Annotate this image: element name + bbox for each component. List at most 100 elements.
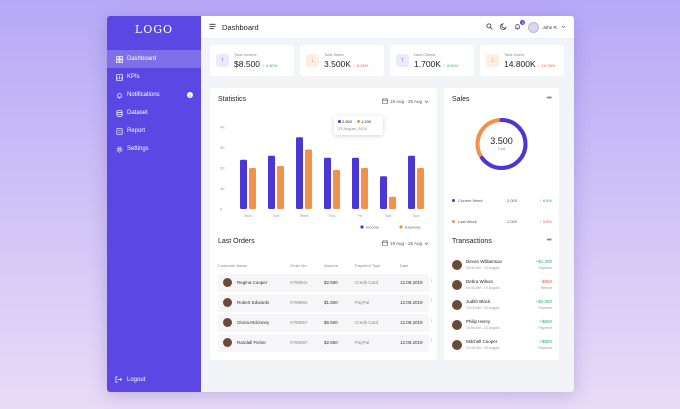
sidebar-item-report[interactable]: Report (107, 122, 201, 140)
order-amount: $2.850 (324, 340, 338, 345)
more-options-icon[interactable]: ••• (546, 95, 552, 102)
transaction-name: Mitchell Cooper (466, 339, 498, 344)
date-range-picker[interactable]: 19 Aug - 25 Aug (382, 98, 429, 105)
sidebar-item-label: KPIs (127, 74, 140, 80)
transaction-item[interactable]: Mitchell Cooper 12:45 AM - 25 August +$9… (452, 338, 552, 358)
transaction-amount: +$2.050 (535, 299, 552, 304)
card-change: 10.25% (541, 63, 556, 68)
bar-income-sun (408, 155, 415, 209)
tooltip-date: 23 August, 2024 (338, 126, 367, 131)
sales-row-change: ↑ 8.8% (539, 198, 552, 203)
sales-row-value: 2.000 (507, 198, 518, 203)
order-number: #790687 (290, 340, 308, 345)
payment-type: PayPal (355, 340, 370, 345)
table-row[interactable]: Regina Cooper #790841 $2.500 Credit Card… (218, 274, 434, 292)
card-label: New Clients (414, 52, 436, 57)
transaction-time: 09:45 AM - 19 August (466, 286, 500, 290)
donut-center: 3.500 Total (444, 136, 559, 151)
sidebar-item-notifications[interactable]: Notifications 1 (107, 86, 201, 104)
moon-icon[interactable] (500, 23, 508, 31)
transaction-item[interactable]: Judith Black 10:15 AM - 20 August +$2.05… (452, 298, 552, 318)
summary-card-total-sales: ↓ Total Sales 3.500K ↓ 5.28% (300, 45, 384, 76)
y-tick-label: 4K (220, 125, 225, 130)
y-tick-label: 1K (220, 186, 225, 191)
statistics-bar-chart: 0 1K 2K 3K 4K Mon Tue Wed Thu Fri Sat Sun Income Expe… (220, 125, 424, 230)
transaction-amount: +$900 (539, 339, 552, 344)
bar-income-thu (324, 157, 331, 209)
summary-card-new-clients: ↑ New Clients 1.700K ↑ 5.50% (390, 45, 474, 76)
logout-button[interactable]: Logout (115, 376, 145, 384)
table-row[interactable]: Robert Edwards #799894 $1.500 PayPal 12.… (218, 294, 434, 312)
order-date: 12.09.2019 (400, 320, 423, 325)
y-tick-label: 0 (220, 207, 223, 212)
notification-count: 2 (520, 20, 526, 25)
chart-icon (115, 73, 123, 81)
sidebar-item-settings[interactable]: Settings (107, 140, 201, 158)
transaction-item[interactable]: Debra Wilson 09:45 AM - 19 August -$850 … (452, 278, 552, 298)
user-menu[interactable]: John R. (528, 21, 566, 33)
panel-title: Last Orders (218, 238, 255, 245)
card-change: 5.28% (356, 63, 369, 68)
sidebar-item-label: Settings (127, 146, 149, 152)
x-tick-label: Wed (300, 213, 308, 218)
donut-segment-current-week (475, 118, 528, 170)
transaction-item[interactable]: Devon Williamson 08:00 AM - 19 August +$… (452, 258, 552, 278)
more-vertical-icon[interactable]: ⋮ (429, 318, 434, 323)
summary-card-total-users: ↓ Total Users 14.800K ↓ 10.25% (480, 45, 564, 76)
transaction-time: 10:50 AM - 23 August (466, 326, 500, 330)
logo: LOGO (134, 23, 174, 36)
card-label: Total Users (504, 52, 525, 57)
transaction-kind: Refund (540, 286, 552, 290)
sidebar-item-label: Notifications (127, 92, 160, 98)
sidebar-item-dashboard[interactable]: Dashboard (107, 50, 201, 68)
user-name: John R. (542, 24, 558, 30)
order-date: 12.09.2019 (400, 340, 423, 345)
bar-expense-wed (305, 149, 312, 209)
sales-row-change-value: 8.8% (542, 198, 552, 203)
card-change: 5.50% (446, 63, 459, 68)
table-row[interactable]: Randall Fisher #790687 $2.850 PayPal 12.… (218, 334, 434, 352)
card-change-up-icon: ↑ (442, 63, 445, 68)
more-options-icon[interactable]: ••• (546, 237, 552, 244)
menu-icon[interactable] (209, 23, 217, 31)
calendar-icon (382, 98, 388, 105)
transaction-time: 10:15 AM - 20 August (466, 306, 500, 310)
search-icon[interactable] (486, 23, 494, 31)
table-row[interactable]: Gloria Mckinney #790857 $5.600 Credit Ca… (218, 314, 434, 332)
payment-type: Credit Card (355, 320, 379, 325)
transaction-time: 08:00 AM - 19 August (466, 266, 500, 270)
bar-income-wed (296, 137, 303, 209)
sales-row-current-week: Current Week 2.000 ↑ 8.8% (452, 198, 552, 206)
column-header: Amount (324, 263, 338, 268)
sidebar-item-kpis[interactable]: KPIs (107, 68, 201, 86)
card-value: 14.800K (504, 59, 536, 69)
chevron-down-icon (424, 99, 429, 105)
sales-row-label: Current Week (458, 198, 483, 203)
more-vertical-icon[interactable]: ⋮ (429, 278, 434, 283)
bell-icon[interactable]: 2 (514, 20, 526, 31)
bar-expense-sun (417, 168, 424, 209)
card-label: Total Sales (324, 52, 344, 57)
avatar (223, 278, 232, 287)
x-tick-label: Sat (385, 213, 392, 218)
arrow-down-icon: ↓ (486, 54, 499, 67)
last-orders-panel: Last Orders 19 Aug - 25 Aug Customer Nam… (210, 230, 437, 360)
date-range-picker[interactable]: 19 Aug - 25 Aug (382, 240, 429, 247)
sales-row-change-value: 5.8% (542, 219, 552, 224)
panel-title: Statistics (218, 96, 247, 103)
more-vertical-icon[interactable]: ⋮ (429, 298, 434, 303)
transaction-item[interactable]: Philip Henry 10:50 AM - 23 August +$650 … (452, 318, 552, 338)
card-value: 1.700K (414, 59, 441, 69)
sales-row-label: Last Week (458, 219, 477, 224)
column-header: Date (400, 263, 409, 268)
donut-total-value: 3.500 (490, 136, 513, 146)
sidebar-item-dataset[interactable]: Dataset (107, 104, 201, 122)
statistics-panel: Statistics 19 Aug - 25 Aug 0 1K 2K 3K 4K Mon T… (210, 88, 437, 233)
avatar (223, 298, 232, 307)
sidebar: LOGO Dashboard KPIs Notifications 1 Data… (107, 16, 201, 392)
summary-card-total-income: ↑ Total Income $8.500 ↑ 4.80% (210, 45, 294, 76)
more-vertical-icon[interactable]: ⋮ (429, 338, 434, 343)
top-bar-actions: 2 John R. (486, 20, 566, 33)
transaction-amount: -$850 (540, 279, 552, 284)
bar-income-mon (240, 159, 247, 209)
